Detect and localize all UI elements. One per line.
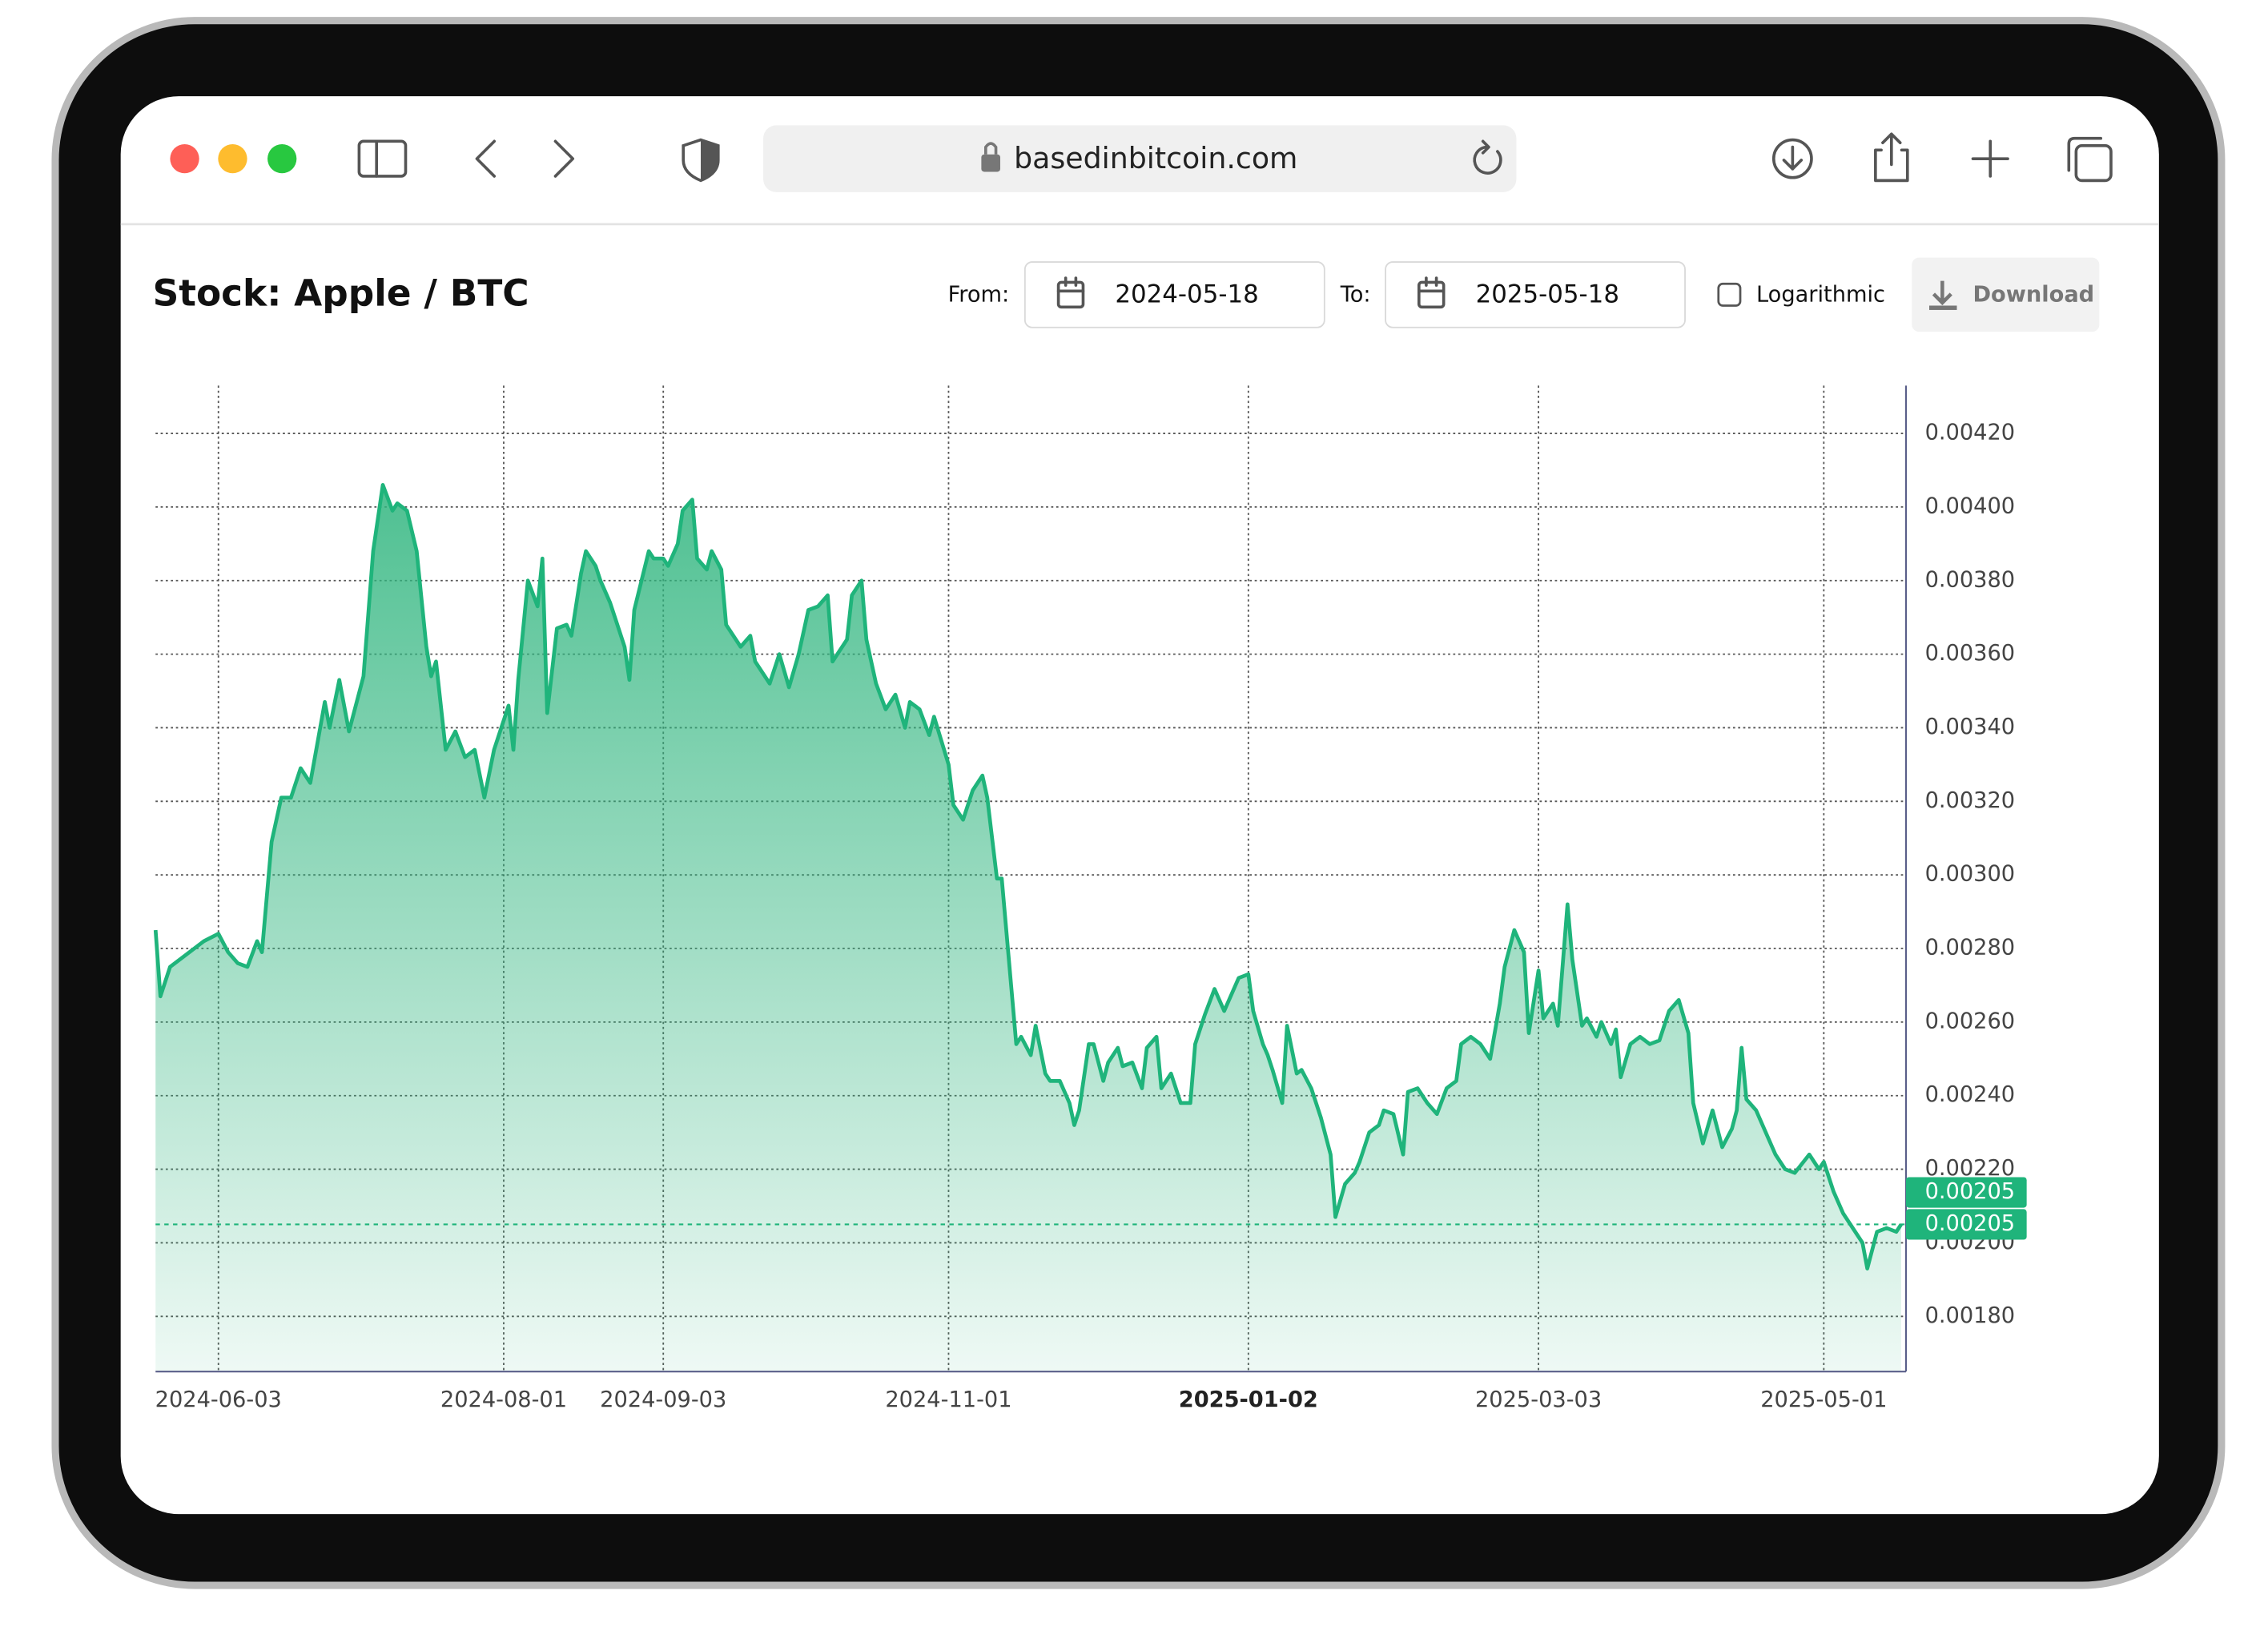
last-value-badge bbox=[1905, 1209, 2027, 1240]
x-tick-label: 2024-08-01 bbox=[440, 1387, 567, 1412]
last-value-label: 0.00205 bbox=[1925, 1211, 2016, 1236]
log-label: Logarithmic bbox=[1756, 282, 1885, 307]
forward-button[interactable] bbox=[553, 139, 575, 178]
back-button[interactable] bbox=[475, 139, 497, 178]
from-label: From: bbox=[948, 282, 1010, 307]
calendar-icon bbox=[1418, 276, 1446, 309]
sidebar-button[interactable] bbox=[357, 139, 408, 178]
y-tick-label: 0.00400 bbox=[1925, 493, 2016, 518]
last-value-label: 0.00205 bbox=[1925, 1179, 2016, 1204]
to-label: To: bbox=[1340, 282, 1371, 307]
address-bar[interactable] bbox=[763, 125, 1517, 192]
from-date-input[interactable] bbox=[1023, 261, 1325, 328]
price-line bbox=[153, 482, 1903, 1270]
y-tick-label: 0.00240 bbox=[1925, 1082, 2016, 1107]
download-button[interactable] bbox=[1912, 257, 2100, 332]
download-icon bbox=[1929, 280, 1957, 310]
share-button[interactable] bbox=[1874, 132, 1909, 183]
y-tick-label: 0.00260 bbox=[1925, 1009, 2016, 1033]
y-tick-label: 0.00280 bbox=[1925, 936, 2016, 960]
area-fill bbox=[155, 485, 1901, 1372]
downloads-button[interactable] bbox=[1771, 138, 1813, 179]
y-tick-label: 0.00320 bbox=[1925, 788, 2016, 813]
new-tab-button[interactable] bbox=[1971, 139, 2009, 178]
x-tick-label: 2024-11-01 bbox=[885, 1387, 1011, 1412]
close-button[interactable] bbox=[170, 143, 199, 174]
to-date: 2025-05-18 bbox=[1476, 280, 1619, 308]
tabs-button[interactable] bbox=[2067, 136, 2113, 183]
y-tick-label: 0.00360 bbox=[1925, 641, 2016, 666]
download-label: Download bbox=[1972, 282, 2094, 307]
y-tick-label: 0.00380 bbox=[1925, 567, 2016, 592]
y-tick-label: 0.00180 bbox=[1925, 1303, 2016, 1328]
privacy-shield-fill bbox=[701, 139, 718, 181]
y-tick-label: 0.00340 bbox=[1925, 715, 2016, 739]
minimize-button[interactable] bbox=[218, 143, 247, 174]
x-tick-label: 2025-01-02 bbox=[1179, 1387, 1318, 1412]
reload-button[interactable] bbox=[1473, 139, 1502, 175]
lock-icon bbox=[981, 142, 1000, 172]
x-tick-label: 2025-03-03 bbox=[1475, 1387, 1602, 1412]
log-checkbox[interactable] bbox=[1717, 282, 1742, 307]
x-tick-label: 2024-09-03 bbox=[600, 1387, 726, 1412]
x-tick-label: 2024-06-03 bbox=[155, 1387, 282, 1412]
last-value-badge bbox=[1905, 1177, 2027, 1208]
chart: 0.001800.002000.002200.002400.002600.002… bbox=[153, 385, 2027, 1412]
y-tick-label: 0.00300 bbox=[1925, 862, 2016, 887]
chart-title: Stock: Apple / BTC bbox=[153, 272, 529, 314]
y-tick-label: 0.00420 bbox=[1925, 421, 2016, 445]
to-date-input[interactable] bbox=[1385, 261, 1686, 328]
zoom-button[interactable] bbox=[267, 143, 297, 174]
calendar-icon bbox=[1056, 276, 1085, 309]
x-tick-label: 2025-05-01 bbox=[1760, 1387, 1887, 1412]
from-date: 2024-05-18 bbox=[1115, 280, 1258, 308]
url-text: basedinbitcoin.com bbox=[1014, 141, 1297, 175]
y-tick-label: 0.00220 bbox=[1925, 1156, 2016, 1181]
